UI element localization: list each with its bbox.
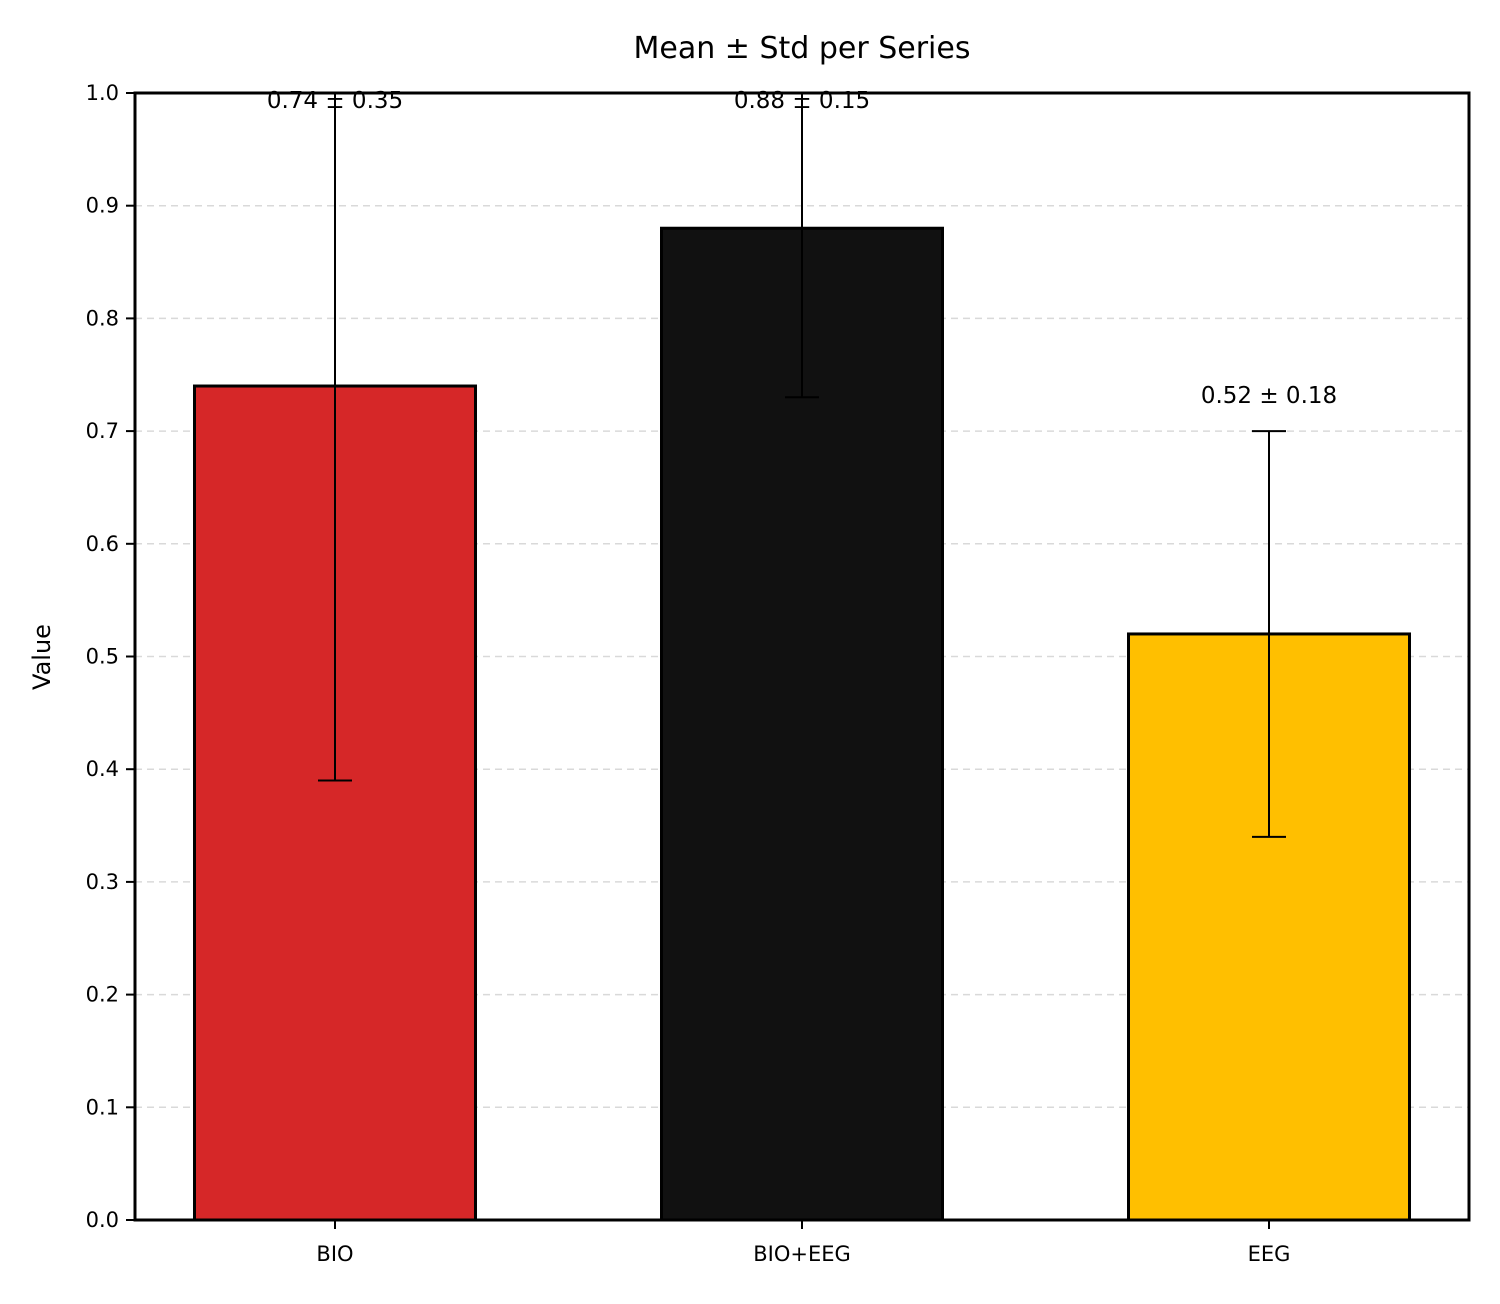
x-tick-label: BIO+EEG: [753, 1242, 851, 1266]
data-label: 0.74 ± 0.35: [267, 88, 403, 114]
x-tick-label: BIO: [316, 1242, 353, 1266]
y-tick-label: 0.9: [86, 194, 119, 218]
y-tick-label: 0.4: [86, 757, 119, 781]
x-tick-label: EEG: [1248, 1242, 1291, 1266]
y-tick-label: 0.8: [86, 306, 119, 330]
y-tick-label: 0.1: [86, 1095, 119, 1119]
y-tick-label: 0.5: [86, 645, 119, 669]
y-tick-label: 0.6: [86, 532, 119, 556]
chart-title: Mean ± Std per Series: [634, 31, 971, 66]
data-label: 0.52 ± 0.18: [1201, 383, 1337, 409]
bars: [193, 226, 1411, 1222]
data-labels: 0.74 ± 0.35 0.88 ± 0.15 0.52 ± 0.18: [267, 88, 1337, 409]
y-axis-label: Value: [28, 624, 56, 690]
data-label: 0.88 ± 0.15: [734, 88, 870, 114]
error-bars: [318, 92, 1286, 838]
y-tick-label: 0.2: [86, 983, 119, 1007]
x-axis: BIO BIO+EEG EEG: [316, 1220, 1290, 1266]
y-axis: 0.0 0.1 0.2 0.3 0.4 0.5 0.6 0.7 0.8 0.9 1.0: [86, 81, 135, 1232]
y-tick-label: 0.0: [86, 1208, 119, 1232]
y-tick-label: 1.0: [86, 81, 119, 105]
y-tick-label: 0.3: [86, 870, 119, 894]
y-tick-label: 0.7: [86, 419, 119, 443]
